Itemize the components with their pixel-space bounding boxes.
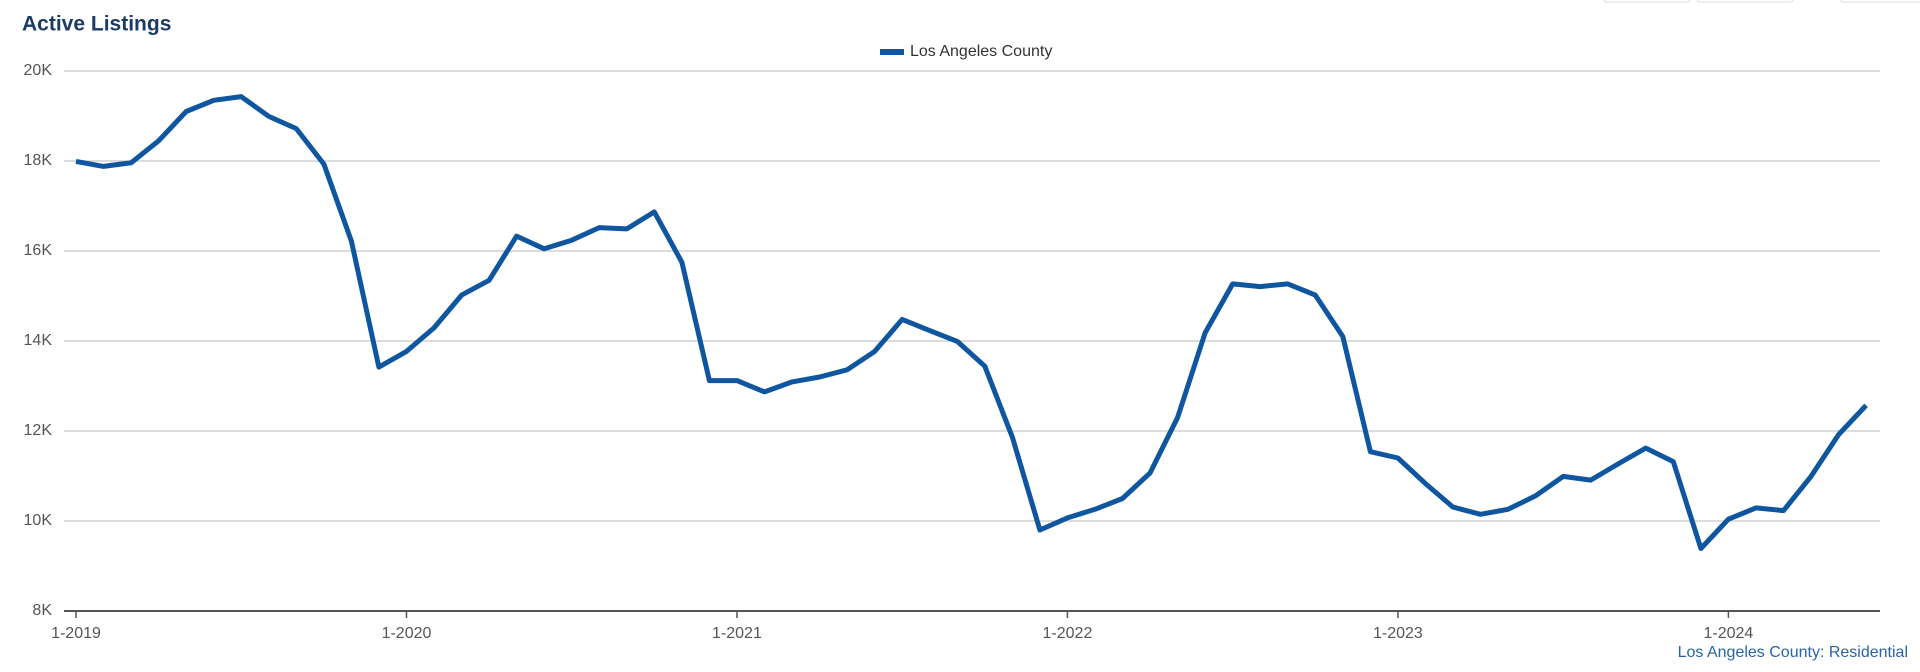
y-tick-label: 14K — [24, 332, 53, 349]
legend-label: Los Angeles County — [910, 43, 1052, 60]
x-tick-label: 1-2023 — [1373, 625, 1423, 642]
button[interactable] — [1839, 0, 1920, 3]
legend-swatch — [880, 49, 904, 55]
button[interactable] — [1603, 0, 1691, 3]
y-tick-label: 12K — [24, 422, 53, 439]
x-tick-label: 1-2021 — [712, 625, 762, 642]
footnote: Los Angeles County: Residential — [1678, 644, 1908, 661]
y-tick-label: 16K — [24, 242, 53, 259]
button[interactable] — [1696, 0, 1794, 3]
x-tick-label: 1-2022 — [1043, 625, 1093, 642]
y-tick-label: 18K — [24, 152, 53, 169]
x-tick-label: 1-2020 — [382, 625, 432, 642]
y-tick-label: 20K — [24, 62, 53, 79]
chart-title: Active Listings — [22, 13, 171, 36]
y-tick-label: 10K — [24, 512, 53, 529]
x-tick-label: 1-2024 — [1703, 625, 1753, 642]
y-tick-label: 8K — [32, 602, 52, 619]
x-tick-label: 1-2019 — [51, 625, 101, 642]
line-series — [75, 94, 1868, 551]
